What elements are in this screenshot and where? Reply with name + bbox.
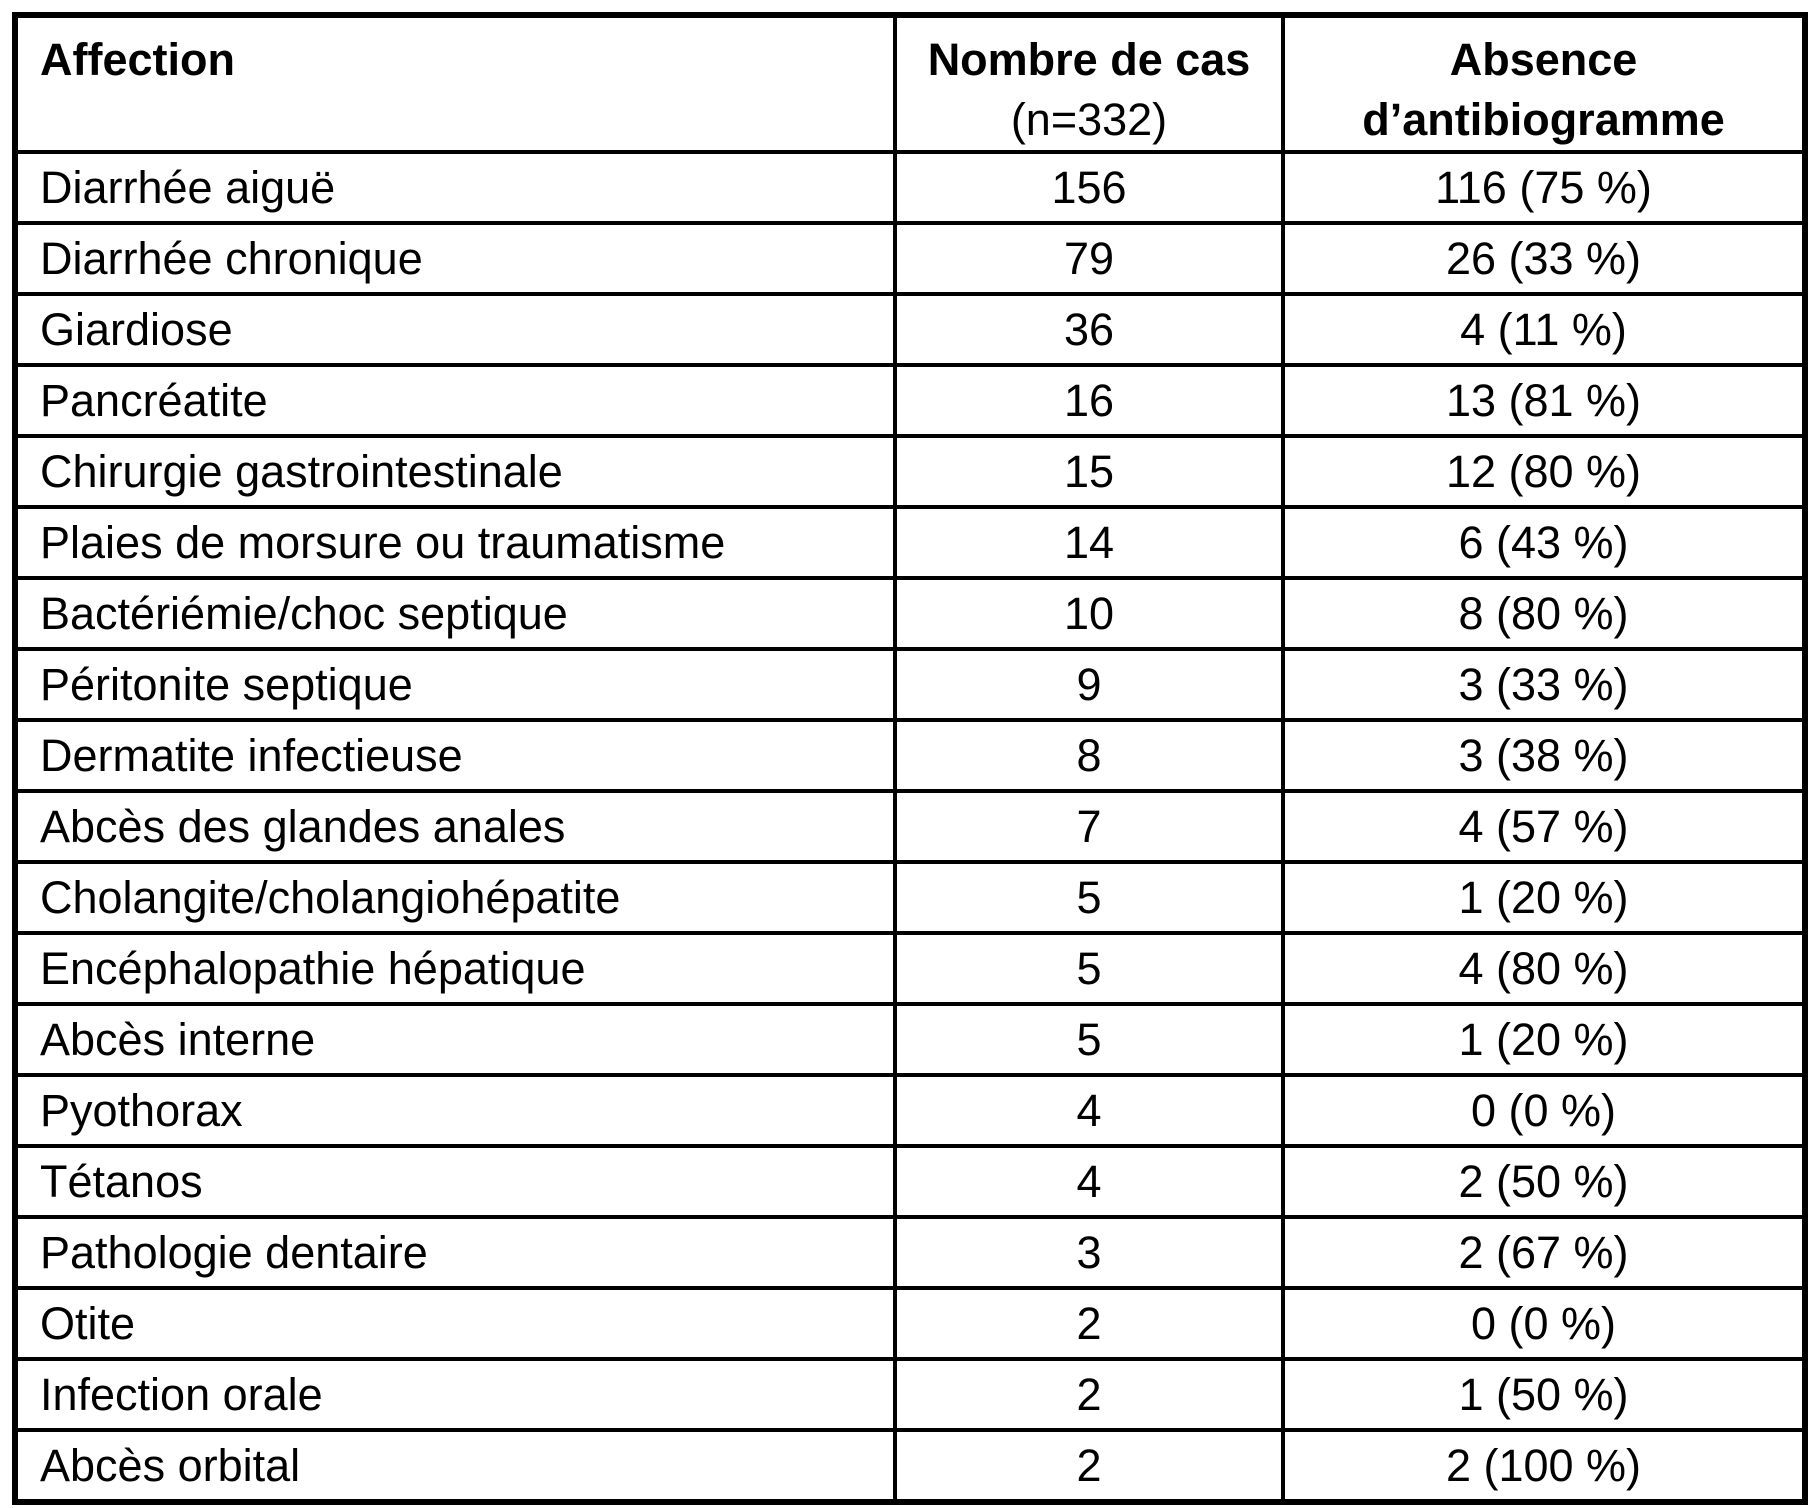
cases-cell: 2 [893, 1428, 1285, 1504]
cases-cell: 156 [893, 150, 1285, 225]
absence-cell: 3 (33 %) [1281, 647, 1807, 722]
affection-cell: Péritonite septique [13, 647, 897, 722]
cases-cell: 2 [893, 1286, 1285, 1361]
cases-cell: 9 [893, 647, 1285, 722]
affection-cell: Tétanos [13, 1144, 897, 1219]
absence-cell: 13 (81 %) [1281, 363, 1807, 438]
absence-cell: 1 (20 %) [1281, 1002, 1807, 1077]
table-row: Pathologie dentaire 3 2 (67 %) [13, 1215, 1807, 1290]
absence-cell: 4 (57 %) [1281, 789, 1807, 864]
absence-cell: 26 (33 %) [1281, 221, 1807, 296]
table-row: Infection orale 2 1 (50 %) [13, 1357, 1807, 1432]
table-row: Cholangite/cholangiohépatite 5 1 (20 %) [13, 860, 1807, 935]
affection-cell: Abcès des glandes anales [13, 789, 897, 864]
header-row: Affection Nombre de cas (n=332) Absence … [13, 13, 1807, 154]
table-row: Pyothorax 4 0 (0 %) [13, 1073, 1807, 1148]
header-absence: Absence d’antibiogramme [1281, 13, 1807, 154]
affection-cell: Otite [13, 1286, 897, 1361]
absence-cell: 2 (100 %) [1281, 1428, 1807, 1504]
cases-cell: 5 [893, 931, 1285, 1006]
table-row: Pancréatite 16 13 (81 %) [13, 363, 1807, 438]
affection-cell: Pyothorax [13, 1073, 897, 1148]
affection-cell: Chirurgie gastrointestinale [13, 434, 897, 509]
header-cases: Nombre de cas (n=332) [893, 13, 1285, 154]
absence-cell: 1 (50 %) [1281, 1357, 1807, 1432]
affection-cell: Diarrhée aiguë [13, 150, 897, 225]
absence-cell: 8 (80 %) [1281, 576, 1807, 651]
cases-cell: 3 [893, 1215, 1285, 1290]
header-cases-line1: Nombre de cas [927, 34, 1251, 85]
absence-cell: 2 (50 %) [1281, 1144, 1807, 1219]
cases-cell: 7 [893, 789, 1285, 864]
absence-cell: 1 (20 %) [1281, 860, 1807, 935]
table-row: Dermatite infectieuse 8 3 (38 %) [13, 718, 1807, 793]
absence-cell: 2 (67 %) [1281, 1215, 1807, 1290]
affection-cell: Cholangite/cholangiohépatite [13, 860, 897, 935]
cases-cell: 2 [893, 1357, 1285, 1432]
table-row: Abcès des glandes anales 7 4 (57 %) [13, 789, 1807, 864]
absence-cell: 0 (0 %) [1281, 1073, 1807, 1148]
affections-table: Affection Nombre de cas (n=332) Absence … [12, 12, 1808, 1505]
table-row: Bactériémie/choc septique 10 8 (80 %) [13, 576, 1807, 651]
cases-cell: 4 [893, 1073, 1285, 1148]
table-row: Abcès interne 5 1 (20 %) [13, 1002, 1807, 1077]
table-row: Chirurgie gastrointestinale 15 12 (80 %) [13, 434, 1807, 509]
cases-cell: 5 [893, 860, 1285, 935]
absence-cell: 12 (80 %) [1281, 434, 1807, 509]
table-row: Diarrhée chronique 79 26 (33 %) [13, 221, 1807, 296]
absence-cell: 4 (80 %) [1281, 931, 1807, 1006]
absence-cell: 3 (38 %) [1281, 718, 1807, 793]
affection-cell: Abcès interne [13, 1002, 897, 1077]
cases-cell: 15 [893, 434, 1285, 509]
table-row: Otite 2 0 (0 %) [13, 1286, 1807, 1361]
cases-cell: 5 [893, 1002, 1285, 1077]
table-row: Tétanos 4 2 (50 %) [13, 1144, 1807, 1219]
header-affection-label: Affection [40, 34, 235, 85]
cases-cell: 79 [893, 221, 1285, 296]
header-absence-line2: d’antibiogramme [1362, 94, 1725, 145]
affection-cell: Dermatite infectieuse [13, 718, 897, 793]
affections-table-container: Affection Nombre de cas (n=332) Absence … [12, 12, 1808, 1505]
cases-cell: 36 [893, 292, 1285, 367]
affection-cell: Pathologie dentaire [13, 1215, 897, 1290]
cases-cell: 4 [893, 1144, 1285, 1219]
header-affection: Affection [13, 13, 897, 154]
absence-cell: 6 (43 %) [1281, 505, 1807, 580]
table-row: Abcès orbital 2 2 (100 %) [13, 1428, 1807, 1504]
absence-cell: 116 (75 %) [1281, 150, 1807, 225]
cases-cell: 16 [893, 363, 1285, 438]
affection-cell: Diarrhée chronique [13, 221, 897, 296]
affection-cell: Infection orale [13, 1357, 897, 1432]
table-row: Encéphalopathie hépatique 5 4 (80 %) [13, 931, 1807, 1006]
table-body: Diarrhée aiguë 156 116 (75 %) Diarrhée chro… [13, 150, 1807, 1504]
table-row: Giardiose 36 4 (11 %) [13, 292, 1807, 367]
affection-cell: Plaies de morsure ou traumatisme [13, 505, 897, 580]
affection-cell: Bactériémie/choc septique [13, 576, 897, 651]
absence-cell: 0 (0 %) [1281, 1286, 1807, 1361]
table-row: Diarrhée aiguë 156 116 (75 %) [13, 150, 1807, 225]
cases-cell: 8 [893, 718, 1285, 793]
cases-cell: 10 [893, 576, 1285, 651]
header-cases-line2: (n=332) [1010, 94, 1168, 145]
cases-cell: 14 [893, 505, 1285, 580]
affection-cell: Pancréatite [13, 363, 897, 438]
affection-cell: Abcès orbital [13, 1428, 897, 1504]
table-row: Plaies de morsure ou traumatisme 14 6 (43 … [13, 505, 1807, 580]
affection-cell: Giardiose [13, 292, 897, 367]
affection-cell: Encéphalopathie hépatique [13, 931, 897, 1006]
header-absence-line1: Absence [1449, 34, 1638, 85]
table-row: Péritonite septique 9 3 (33 %) [13, 647, 1807, 722]
absence-cell: 4 (11 %) [1281, 292, 1807, 367]
